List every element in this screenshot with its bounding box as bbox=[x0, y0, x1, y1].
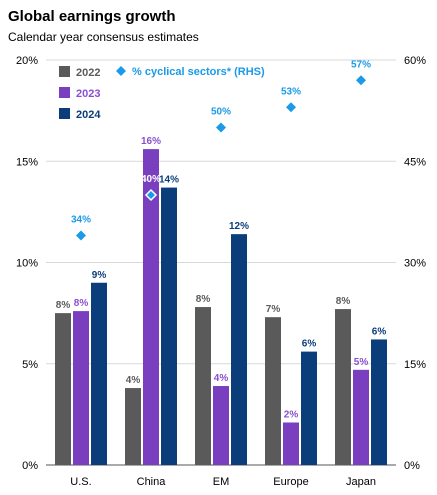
bar-data-label: 14% bbox=[159, 175, 179, 186]
bar bbox=[231, 234, 247, 465]
bar-data-label: 6% bbox=[372, 326, 387, 337]
cyclical-marker bbox=[76, 230, 86, 241]
bar-data-label: 2% bbox=[284, 409, 299, 420]
bar bbox=[125, 388, 141, 465]
cyclical-data-label: 50% bbox=[211, 107, 231, 118]
cyclical-marker bbox=[356, 75, 366, 86]
bar-data-label: 9% bbox=[92, 270, 107, 281]
bar bbox=[143, 149, 159, 465]
bar bbox=[73, 311, 89, 465]
bar-data-label: 8% bbox=[56, 300, 71, 311]
legend-label: 2022 bbox=[76, 67, 100, 79]
bar-data-label: 6% bbox=[302, 339, 317, 350]
chart-subtitle: Calendar year consensus estimates bbox=[8, 30, 199, 44]
bar-data-label: 4% bbox=[126, 375, 141, 386]
y-tick-label: 15% bbox=[16, 156, 38, 168]
cyclical-marker bbox=[286, 102, 296, 113]
legend-label: % cyclical sectors* (RHS) bbox=[132, 66, 265, 78]
y2-tick-label: 30% bbox=[404, 258, 426, 270]
bar-data-label: 16% bbox=[141, 136, 161, 147]
y2-tick-label: 0% bbox=[404, 460, 420, 472]
bar bbox=[371, 339, 387, 465]
legend-swatch bbox=[59, 66, 70, 77]
chart-title: Global earnings growth bbox=[8, 8, 176, 25]
bar bbox=[353, 369, 369, 465]
y2-tick-label: 60% bbox=[404, 55, 426, 67]
legend-label: 2024 bbox=[76, 109, 101, 121]
legend-label: 2023 bbox=[76, 88, 100, 100]
bar bbox=[301, 351, 317, 465]
cyclical-data-label: 57% bbox=[351, 59, 371, 70]
y2-tick-label: 45% bbox=[404, 156, 426, 168]
y-tick-label: 10% bbox=[16, 258, 38, 270]
bar bbox=[283, 422, 299, 465]
cyclical-data-label: 40% bbox=[141, 174, 161, 185]
bar-data-label: 4% bbox=[214, 373, 229, 384]
y-tick-label: 0% bbox=[22, 460, 38, 472]
bar-data-label: 12% bbox=[229, 221, 249, 232]
bar bbox=[265, 317, 281, 465]
cyclical-data-label: 53% bbox=[281, 86, 301, 97]
bar-data-label: 7% bbox=[266, 304, 281, 315]
bar-data-label: 8% bbox=[336, 296, 351, 307]
cyclical-data-label: 34% bbox=[71, 215, 91, 226]
x-tick-label: EM bbox=[213, 476, 230, 488]
bar bbox=[161, 187, 177, 465]
x-tick-label: China bbox=[137, 476, 167, 488]
x-tick-label: Japan bbox=[346, 476, 376, 488]
y-tick-label: 20% bbox=[16, 55, 38, 67]
bar-data-label: 8% bbox=[74, 298, 89, 309]
legend-diamond-icon bbox=[116, 66, 126, 76]
legend-swatch bbox=[59, 108, 70, 119]
bar-data-label: 8% bbox=[196, 294, 211, 305]
y2-tick-label: 15% bbox=[404, 359, 426, 371]
cyclical-marker bbox=[216, 122, 226, 133]
y-tick-label: 5% bbox=[22, 359, 38, 371]
bar bbox=[91, 282, 107, 465]
bar bbox=[213, 386, 229, 465]
legend-swatch bbox=[59, 87, 70, 98]
x-tick-label: Europe bbox=[273, 476, 308, 488]
x-tick-label: U.S. bbox=[70, 476, 91, 488]
bar bbox=[55, 313, 71, 465]
bar bbox=[195, 307, 211, 465]
cyclical-marker bbox=[144, 188, 158, 202]
bar-data-label: 5% bbox=[354, 357, 369, 368]
bar bbox=[335, 309, 351, 465]
